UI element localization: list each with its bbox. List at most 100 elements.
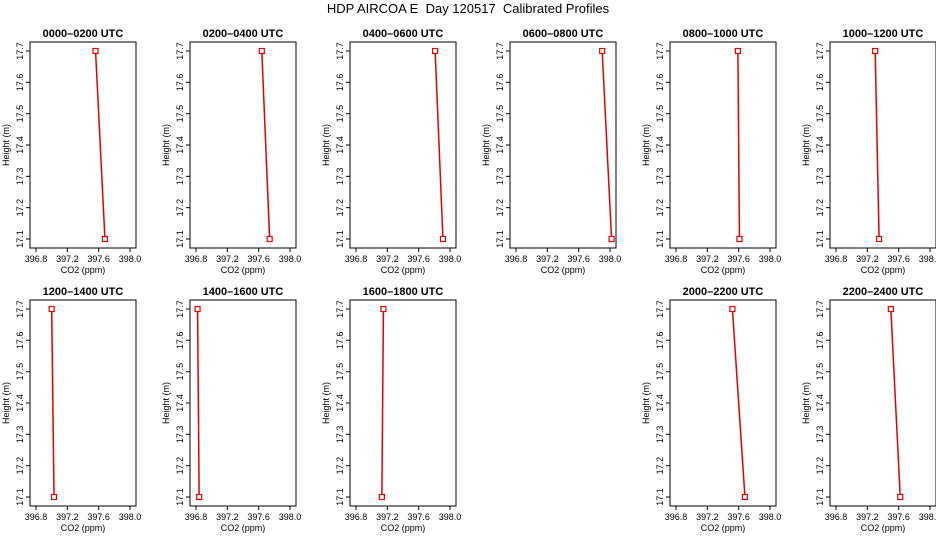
y-tick-label: 17.5 bbox=[815, 363, 825, 381]
y-tick-label: 17.6 bbox=[15, 332, 25, 350]
panel-title: 0800–1000 UTC bbox=[683, 28, 764, 40]
x-axis-label: CO2 (ppm) bbox=[61, 523, 106, 533]
y-tick-label: 17.4 bbox=[175, 136, 185, 154]
x-axis-label: CO2 (ppm) bbox=[701, 265, 746, 275]
x-tick-label: 396.8 bbox=[825, 254, 848, 264]
y-tick-label: 17.1 bbox=[175, 230, 185, 248]
x-tick-label: 398.0 bbox=[759, 254, 782, 264]
y-tick-label: 17.3 bbox=[815, 168, 825, 186]
y-tick-label: 17.3 bbox=[175, 168, 185, 186]
y-tick-label: 17.6 bbox=[655, 332, 665, 350]
data-point bbox=[101, 235, 109, 243]
y-tick-label: 17.2 bbox=[655, 199, 665, 217]
data-point bbox=[50, 493, 58, 501]
x-tick-label: 397.6 bbox=[87, 512, 110, 522]
data-point bbox=[734, 47, 741, 55]
series-line bbox=[731, 308, 746, 498]
series-line bbox=[874, 50, 880, 240]
y-tick-label: 17.1 bbox=[15, 230, 25, 248]
y-tick-label: 17.7 bbox=[335, 300, 345, 318]
y-tick-label: 17.5 bbox=[655, 105, 665, 123]
y-tick-label: 17.3 bbox=[815, 426, 825, 444]
x-tick-label: 397.2 bbox=[856, 254, 879, 264]
panel-title: 0400–0600 UTC bbox=[363, 28, 444, 40]
y-tick-label: 17.2 bbox=[175, 199, 185, 217]
y-tick-label: 17.6 bbox=[815, 74, 825, 92]
x-axis-label: CO2 (ppm) bbox=[701, 523, 746, 533]
profile-panel: 0000–0200 UTC 396.8 397.2 397.6 398.0 CO2 (pp… bbox=[1, 28, 141, 275]
x-tick-label: 397.2 bbox=[376, 254, 399, 264]
y-axis-label: Height (m) bbox=[161, 382, 171, 424]
y-tick-label: 17.5 bbox=[495, 105, 505, 123]
series-line bbox=[434, 50, 444, 240]
y-tick-label: 17.1 bbox=[655, 230, 665, 248]
x-tick-label: 396.8 bbox=[25, 512, 48, 522]
plot-frame bbox=[509, 41, 617, 249]
y-tick-label: 17.3 bbox=[655, 168, 665, 186]
y-tick-label: 17.6 bbox=[815, 332, 825, 350]
y-tick-label: 17.2 bbox=[495, 199, 505, 217]
x-tick-label: 397.6 bbox=[567, 254, 590, 264]
y-tick-label: 17.6 bbox=[495, 74, 505, 92]
x-tick-label: 397.2 bbox=[696, 512, 719, 522]
profile-panel: 1400–1600 UTC 396.8 397.2 397.6 398.0 CO2 (pp… bbox=[161, 286, 301, 533]
x-tick-label: 398.0 bbox=[119, 512, 142, 522]
x-tick-label: 397.6 bbox=[727, 254, 750, 264]
y-tick-label: 17.3 bbox=[15, 426, 25, 444]
data-point bbox=[92, 47, 99, 55]
profile-panel: 2200–2400 UTC 396.8 397.2 397.6 398.0 CO2 (pp… bbox=[801, 286, 936, 533]
y-tick-label: 17.1 bbox=[335, 230, 345, 248]
y-tick-label: 17.2 bbox=[335, 199, 345, 217]
panel-title: 1400–1600 UTC bbox=[203, 286, 284, 298]
y-tick-label: 17.6 bbox=[335, 74, 345, 92]
data-point bbox=[194, 305, 201, 313]
y-tick-label: 17.4 bbox=[655, 136, 665, 154]
x-tick-label: 397.2 bbox=[56, 512, 79, 522]
plot-frame bbox=[29, 41, 137, 249]
y-tick-label: 17.3 bbox=[655, 426, 665, 444]
x-tick-label: 398.0 bbox=[439, 254, 462, 264]
plot-frame bbox=[829, 299, 936, 507]
figure-title: HDP AIRCOA E Day 120517 Calibrated Profi… bbox=[326, 1, 610, 16]
y-axis-label: Height (m) bbox=[641, 124, 651, 166]
plot-frame bbox=[669, 299, 777, 507]
y-tick-label: 17.4 bbox=[15, 394, 25, 412]
data-point bbox=[266, 235, 273, 243]
x-tick-label: 398.0 bbox=[919, 254, 936, 264]
y-tick-label: 17.7 bbox=[815, 42, 825, 60]
y-tick-label: 17.7 bbox=[655, 300, 665, 318]
series-line bbox=[381, 308, 385, 498]
y-tick-label: 17.2 bbox=[175, 457, 185, 475]
y-tick-label: 17.2 bbox=[15, 199, 25, 217]
profile-panel: 1200–1400 UTC 396.8 397.2 397.6 398.0 CO2 (pp… bbox=[1, 286, 141, 533]
y-tick-label: 17.4 bbox=[15, 136, 25, 154]
y-tick-label: 17.7 bbox=[175, 300, 185, 318]
profile-panel: 0800–1000 UTC 396.8 397.2 397.6 398.0 CO2 (pp… bbox=[641, 28, 781, 275]
x-tick-label: 397.6 bbox=[87, 254, 110, 264]
x-axis-label: CO2 (ppm) bbox=[861, 265, 906, 275]
y-tick-label: 17.5 bbox=[655, 363, 665, 381]
y-tick-label: 17.5 bbox=[175, 105, 185, 123]
y-tick-label: 17.7 bbox=[15, 300, 25, 318]
data-point bbox=[599, 47, 606, 55]
plot-frame bbox=[189, 299, 297, 507]
y-tick-label: 17.7 bbox=[495, 42, 505, 60]
x-tick-label: 398.0 bbox=[119, 254, 142, 264]
panel-title: 0200–0400 UTC bbox=[203, 28, 284, 40]
x-axis-label: CO2 (ppm) bbox=[381, 265, 426, 275]
y-tick-label: 17.7 bbox=[815, 300, 825, 318]
x-tick-label: 396.8 bbox=[665, 254, 688, 264]
data-point bbox=[872, 47, 879, 55]
x-tick-label: 397.2 bbox=[376, 512, 399, 522]
panel-title: 2200–2400 UTC bbox=[843, 286, 924, 298]
series-line bbox=[601, 50, 613, 240]
data-point bbox=[875, 235, 883, 243]
x-tick-label: 397.2 bbox=[216, 254, 239, 264]
profile-panel: 1000–1200 UTC 396.8 397.2 397.6 398.0 CO2 (pp… bbox=[801, 28, 936, 275]
y-tick-label: 17.5 bbox=[335, 105, 345, 123]
x-tick-label: 396.8 bbox=[185, 254, 208, 264]
y-axis-label: Height (m) bbox=[1, 382, 11, 424]
data-point bbox=[196, 493, 203, 501]
data-point bbox=[439, 235, 447, 243]
y-axis-label: Height (m) bbox=[641, 382, 651, 424]
